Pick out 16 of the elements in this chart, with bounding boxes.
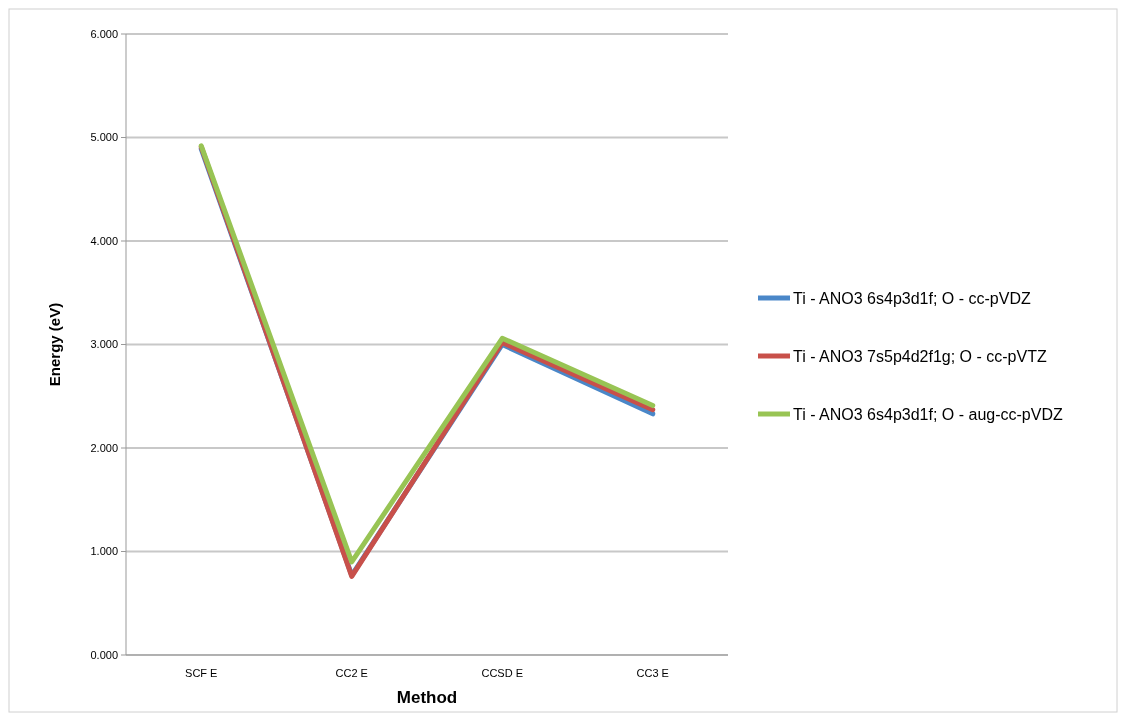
y-tick-label: 2.000 bbox=[90, 441, 118, 454]
y-tick-label: 0.000 bbox=[90, 648, 118, 661]
y-tick-label: 4.000 bbox=[90, 234, 118, 247]
legend-label: Ti - ANO3 6s4p3d1f; O - cc-pVDZ bbox=[793, 289, 1031, 307]
x-tick-label: CC2 E bbox=[335, 667, 368, 679]
y-tick-label: 1.000 bbox=[90, 545, 118, 558]
y-axis-title: Energy (eV) bbox=[46, 302, 63, 387]
x-tick-label: SCF E bbox=[185, 667, 218, 679]
y-tick-label: 3.000 bbox=[90, 338, 118, 351]
x-tick-label: CC3 E bbox=[636, 667, 669, 679]
legend-label: Ti - ANO3 7s5p4d2f1g; O - cc-pVTZ bbox=[793, 347, 1047, 365]
y-tick-label: 6.000 bbox=[90, 27, 118, 40]
y-tick-label: 5.000 bbox=[90, 131, 118, 144]
x-tick-label: CCSD E bbox=[481, 667, 524, 679]
x-axis-title: Method bbox=[396, 688, 458, 707]
legend-label: Ti - ANO3 6s4p3d1f; O - aug-cc-pVDZ bbox=[793, 405, 1063, 423]
